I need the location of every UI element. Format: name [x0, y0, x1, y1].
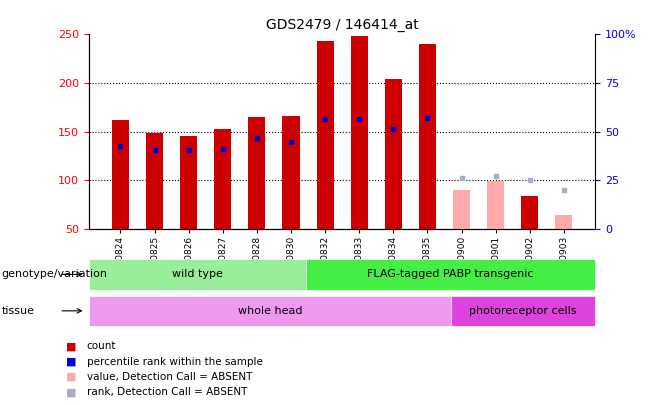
- Bar: [385, 79, 402, 229]
- Bar: [180, 136, 197, 229]
- Bar: [419, 44, 436, 229]
- Text: rank, Detection Call = ABSENT: rank, Detection Call = ABSENT: [87, 388, 247, 397]
- Bar: [215, 129, 231, 229]
- Text: wild type: wild type: [172, 269, 223, 279]
- Bar: [521, 196, 538, 229]
- Text: ■: ■: [66, 372, 76, 382]
- Text: value, Detection Call = ABSENT: value, Detection Call = ABSENT: [87, 372, 252, 382]
- Bar: [248, 117, 265, 229]
- Bar: [487, 181, 504, 229]
- Bar: [282, 116, 299, 229]
- Text: whole head: whole head: [238, 306, 302, 316]
- Bar: [555, 215, 572, 229]
- Bar: [112, 120, 129, 229]
- Text: percentile rank within the sample: percentile rank within the sample: [87, 357, 263, 367]
- Text: photoreceptor cells: photoreceptor cells: [469, 306, 577, 316]
- Text: FLAG-tagged PABP transgenic: FLAG-tagged PABP transgenic: [367, 269, 534, 279]
- Text: genotype/variation: genotype/variation: [1, 269, 107, 279]
- Text: ■: ■: [66, 388, 76, 397]
- Bar: [351, 36, 368, 229]
- Text: tissue: tissue: [1, 306, 34, 316]
- Title: GDS2479 / 146414_at: GDS2479 / 146414_at: [266, 18, 418, 32]
- Text: ■: ■: [66, 357, 76, 367]
- Text: count: count: [87, 341, 116, 351]
- Bar: [453, 190, 470, 229]
- Bar: [146, 132, 163, 229]
- Bar: [316, 41, 334, 229]
- Text: ■: ■: [66, 341, 76, 351]
